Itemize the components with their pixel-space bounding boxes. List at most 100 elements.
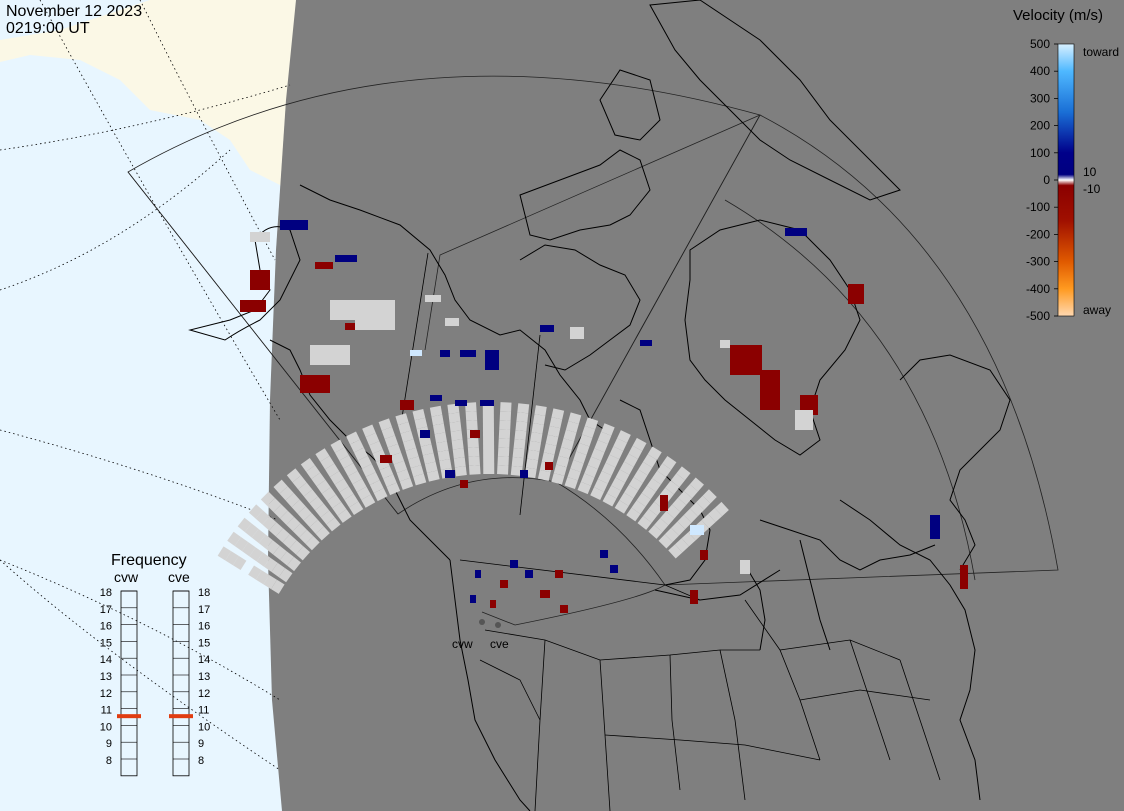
frequency-scale-left: 16	[100, 621, 112, 633]
ground-scatter-cell	[671, 497, 687, 512]
ground-scatter-cell	[530, 431, 543, 443]
ground-scatter-cell	[300, 457, 316, 472]
ground-scatter-cell	[361, 494, 376, 508]
ground-scatter-cell	[439, 458, 452, 470]
ground-scatter-cell	[255, 510, 270, 525]
ground-scatter-cell	[429, 405, 443, 417]
ground-scatter-cell	[420, 444, 434, 456]
ground-scatter-cell	[263, 575, 277, 590]
ground-scatter-cell	[337, 509, 352, 523]
ground-scatter-cell	[452, 448, 465, 459]
ground-scatter-cell	[696, 495, 711, 510]
velocity-cell	[540, 590, 550, 598]
ground-scatter-cell	[567, 468, 581, 481]
velocity-cell	[730, 345, 762, 375]
radar-label-cve: cve	[490, 637, 509, 651]
frequency-scale-right: 12	[198, 688, 210, 700]
ground-scatter-cell	[527, 449, 540, 461]
ground-scatter-cell	[278, 568, 293, 583]
ground-scatter-cell	[248, 504, 263, 519]
ground-scatter-cell	[558, 447, 572, 459]
ground-scatter-cell	[431, 414, 444, 426]
velocity-cell	[760, 395, 772, 407]
ground-scatter-cell	[633, 469, 648, 483]
frequency-scale-left: 18	[100, 587, 112, 599]
velocity-cell	[520, 470, 528, 478]
ground-scatter-cell	[651, 470, 667, 485]
ground-scatter-cell	[483, 437, 495, 448]
ground-scatter-cell	[310, 345, 350, 365]
velocity-cell	[460, 350, 476, 357]
frequency-scale-left: 14	[100, 654, 112, 666]
ground-scatter-cell	[241, 542, 256, 557]
borders	[399, 252, 941, 811]
ground-scatter-cell	[483, 455, 495, 466]
ground-scatter-cell	[642, 454, 658, 468]
ground-scatter-cell	[403, 439, 417, 451]
ground-scatter-cell	[468, 465, 481, 475]
colorbar-tick-neg10: -10	[1083, 182, 1101, 196]
ground-scatter-cell	[570, 327, 584, 339]
ground-scatter-cell	[349, 501, 364, 515]
ground-scatter-cell	[531, 423, 544, 434]
velocity-cell	[690, 590, 698, 604]
ground-scatter-cell	[665, 480, 680, 495]
ground-scatter-cell	[426, 470, 440, 482]
ground-scatter-cell	[227, 531, 241, 546]
ground-scatter-cell	[541, 452, 555, 464]
ground-scatter-cell	[329, 471, 344, 485]
frequency-scale-left: 8	[106, 755, 112, 767]
ground-scatter-cell	[666, 504, 681, 519]
ground-scatter-cell	[289, 540, 304, 555]
frequency-scale-right: 16	[198, 621, 210, 633]
ground-scatter-cell	[654, 518, 669, 533]
ground-scatter-cell	[315, 526, 330, 541]
ground-scatter-cell	[332, 501, 347, 516]
velocity-cell	[640, 340, 652, 346]
ground-scatter-cell	[631, 500, 646, 515]
ground-scatter-cell	[601, 462, 616, 476]
ground-scatter-cell	[418, 435, 432, 447]
ground-scatter-cell	[468, 456, 480, 466]
velocity-cell	[400, 400, 414, 410]
ground-scatter-cell	[795, 410, 813, 430]
ground-scatter-cell	[677, 490, 693, 505]
ground-scatter-cell	[378, 418, 392, 431]
frequency-scale-left: 10	[100, 721, 112, 733]
ground-scatter-cell	[286, 517, 301, 532]
colorbar-tick-label: 500	[1030, 37, 1050, 51]
velocity-cell	[380, 455, 392, 463]
ground-scatter-cell	[499, 420, 511, 430]
ground-scatter-cell	[334, 447, 349, 461]
frequency-scale-right: 10	[198, 721, 210, 733]
frequency-title: Frequency	[111, 552, 187, 569]
ground-scatter-cell	[298, 482, 313, 497]
ground-scatter-cell	[689, 477, 704, 492]
ground-scatter-cell	[447, 403, 460, 414]
ground-scatter-cell	[543, 443, 557, 455]
frequency-marker-cvw	[117, 714, 141, 719]
ground-scatter-cell	[465, 411, 478, 421]
ground-scatter-cell	[275, 528, 290, 543]
velocity-cell	[960, 565, 968, 589]
velocity-cell	[240, 300, 266, 312]
ground-scatter-cell	[309, 496, 324, 511]
ground-scatter-cell	[674, 538, 689, 553]
ground-scatter-cell	[365, 471, 380, 485]
ground-scatter-cell	[513, 439, 526, 450]
ground-scatter-cell	[683, 508, 698, 523]
scatter-data	[217, 220, 968, 613]
ground-scatter-cell	[648, 524, 663, 539]
ground-scatter-cell	[597, 470, 612, 484]
ground-scatter-cell	[467, 447, 480, 457]
colorbar-tick-label: -400	[1026, 282, 1050, 296]
ground-scatter-cell	[690, 502, 705, 517]
velocity-cell	[455, 400, 467, 406]
ground-scatter-cell	[454, 466, 467, 477]
ground-scatter-cell	[269, 522, 284, 537]
velocity-colorbar: Velocity (m/s) 500 400 300 200 100 0 -100 -200 -…	[1013, 7, 1119, 323]
velocity-cell	[280, 220, 308, 230]
ground-scatter-cell	[450, 430, 463, 441]
ground-scatter-cell	[498, 429, 511, 439]
velocity-cell	[440, 350, 450, 357]
